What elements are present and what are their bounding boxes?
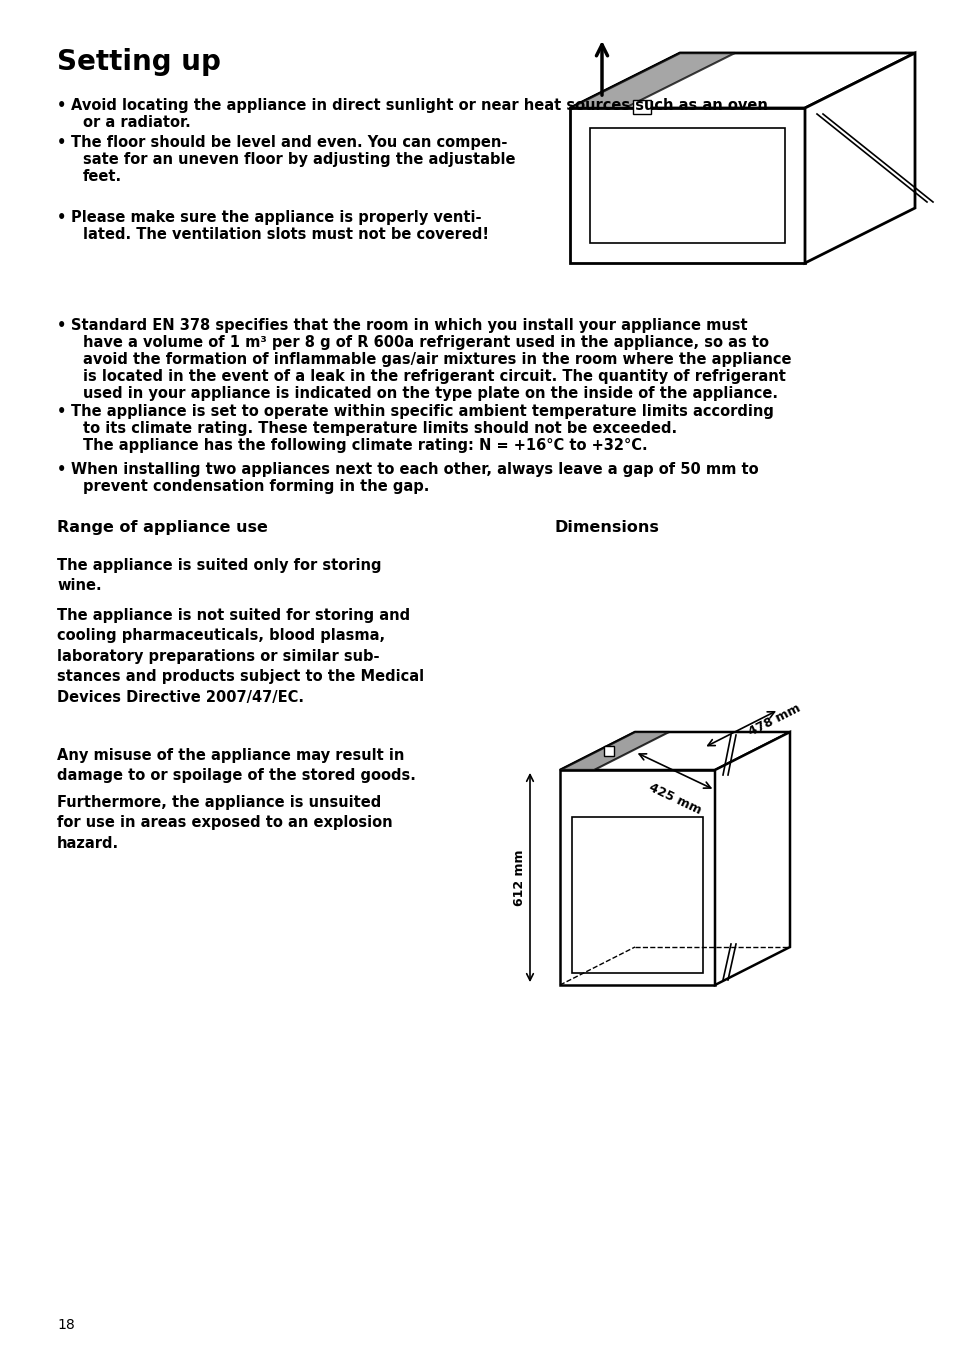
Text: When installing two appliances next to each other, always leave a gap of 50 mm t: When installing two appliances next to e… [71,462,758,477]
Text: 612 mm: 612 mm [513,849,525,906]
Text: Avoid locating the appliance in direct sunlight or near heat sources such as an : Avoid locating the appliance in direct s… [71,97,767,112]
Text: prevent condensation forming in the gap.: prevent condensation forming in the gap. [83,479,429,494]
Text: Dimensions: Dimensions [555,520,659,535]
Polygon shape [804,53,914,263]
Text: Please make sure the appliance is properly venti-: Please make sure the appliance is proper… [71,210,481,225]
Text: 18: 18 [57,1317,74,1332]
Polygon shape [569,108,804,263]
Polygon shape [559,733,789,770]
Text: •: • [57,135,67,150]
Text: feet.: feet. [83,169,122,184]
Text: sate for an uneven floor by adjusting the adjustable: sate for an uneven floor by adjusting th… [83,152,515,167]
Text: to its climate rating. These temperature limits should not be exceeded.: to its climate rating. These temperature… [83,421,677,436]
Polygon shape [569,53,734,108]
Bar [633,100,650,114]
Polygon shape [572,816,702,974]
Text: lated. The ventilation slots must not be covered!: lated. The ventilation slots must not be… [83,227,489,242]
Text: Any misuse of the appliance may result in
damage to or spoilage of the stored go: Any misuse of the appliance may result i… [57,747,416,784]
Text: The appliance is set to operate within specific ambient temperature limits accor: The appliance is set to operate within s… [71,403,773,418]
Polygon shape [559,733,668,770]
Text: 478 mm: 478 mm [746,701,802,739]
Text: Range of appliance use: Range of appliance use [57,520,268,535]
Text: is located in the event of a leak in the refrigerant circuit. The quantity of re: is located in the event of a leak in the… [83,370,785,385]
Text: •: • [57,97,67,112]
Text: The floor should be level and even. You can compen-: The floor should be level and even. You … [71,135,507,150]
Polygon shape [714,733,789,984]
Text: have a volume of 1 m³ per 8 g of R 600a refrigerant used in the appliance, so as: have a volume of 1 m³ per 8 g of R 600a … [83,334,768,349]
Text: •: • [57,403,67,418]
Text: or a radiator.: or a radiator. [83,115,191,130]
Text: The appliance is suited only for storing
wine.: The appliance is suited only for storing… [57,558,381,593]
Text: Setting up: Setting up [57,47,221,76]
Bar [603,746,614,756]
Polygon shape [569,53,914,108]
Text: •: • [57,462,67,477]
Polygon shape [559,770,714,984]
Polygon shape [569,53,734,108]
Text: avoid the formation of inflammable gas/air mixtures in the room where the applia: avoid the formation of inflammable gas/a… [83,352,791,367]
Text: 425 mm: 425 mm [646,781,702,816]
Text: •: • [57,318,67,333]
Text: Furthermore, the appliance is unsuited
for use in areas exposed to an explosion
: Furthermore, the appliance is unsuited f… [57,795,393,850]
Text: Standard EN 378 specifies that the room in which you install your appliance must: Standard EN 378 specifies that the room … [71,318,747,333]
Text: •: • [57,210,67,225]
Text: used in your appliance is indicated on the type plate on the inside of the appli: used in your appliance is indicated on t… [83,386,778,401]
Text: The appliance has the following climate rating: N = +16°C to +32°C.: The appliance has the following climate … [83,437,647,454]
Text: The appliance is not suited for storing and
cooling pharmaceuticals, blood plasm: The appliance is not suited for storing … [57,608,424,704]
